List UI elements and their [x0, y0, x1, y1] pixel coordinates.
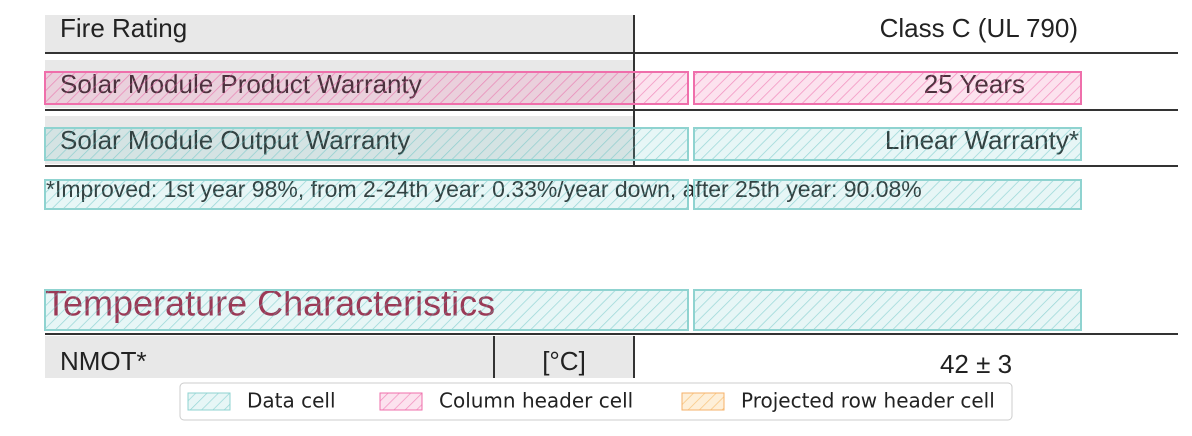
data-overlay: [693, 289, 1082, 331]
data-overlay: [693, 179, 1082, 210]
data-overlay: [44, 289, 689, 331]
legend-box: [179, 382, 1013, 421]
annotations: [44, 71, 1082, 331]
row-value: 42 ± 3: [940, 349, 1012, 379]
legend: Data cell Column header cell Projected r…: [179, 382, 1013, 421]
data-overlay: [44, 127, 689, 161]
label-bg: [45, 15, 634, 52]
data-overlay: [693, 127, 1082, 161]
temp-table: NMOT* [°C] 42 ± 3: [45, 336, 1012, 379]
row-label: NMOT*: [60, 346, 147, 376]
legend-label: Column header cell: [439, 389, 633, 413]
legend-swatch: [379, 392, 423, 411]
unit: [°C]: [542, 346, 586, 376]
header-overlay: [693, 71, 1082, 105]
data-overlay: [44, 179, 689, 210]
row-value: Class C (UL 790): [880, 13, 1078, 43]
label-bg: [45, 336, 634, 378]
legend-label: Projected row header cell: [741, 389, 995, 413]
row-label: Fire Rating: [60, 13, 187, 43]
header-overlay: [44, 71, 689, 105]
legend-swatch: [187, 392, 231, 411]
legend-label: Data cell: [247, 389, 336, 413]
legend-swatch: [681, 392, 725, 411]
